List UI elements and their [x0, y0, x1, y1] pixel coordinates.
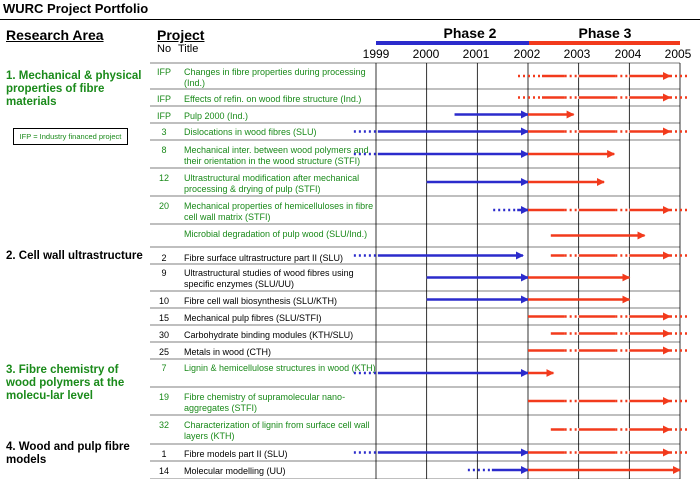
project-title: Effects of refin. on wood fibre structur… [184, 94, 362, 104]
phase-3-bar [529, 41, 680, 45]
project-title: Changes in fibre properties during proce… [184, 67, 366, 88]
ifp-note: IFP = Industry financed project [13, 128, 128, 145]
research-area-1: 1. Mechanical & physical properties of f… [6, 70, 142, 108]
project-title: Fibre surface ultrastructure part II (SL… [184, 253, 344, 263]
phase-2-label: Phase 2 [443, 25, 497, 41]
project-no: 9 [161, 268, 167, 278]
project-no: IFP [156, 67, 171, 77]
year-label: 1999 [362, 47, 390, 61]
project-title: Mechanical properties of hemicelluloses … [184, 201, 374, 222]
project-title: Carbohydrate binding modules (KTH/SLU) [184, 330, 354, 340]
project-no: 30 [158, 330, 169, 340]
project-no: 7 [161, 363, 167, 373]
project-no: 19 [158, 392, 169, 402]
grid-lines [150, 62, 681, 479]
project-no: 1 [161, 449, 167, 459]
project-title: Fibre cell wall biosynthesis (SLU/KTH) [184, 296, 338, 306]
no-header: No [157, 43, 172, 55]
year-label: 2001 [462, 47, 490, 61]
title-header: Title [178, 43, 199, 55]
project-no: IFP [156, 111, 171, 121]
project-title: Lignin & hemicellulose structures in woo… [184, 363, 376, 373]
project-no: 14 [158, 466, 169, 476]
year-label: 2003 [563, 47, 591, 61]
year-label: 2004 [614, 47, 642, 61]
research-area-4: 4. Wood and pulp fibre models [6, 441, 130, 466]
project-title: Microbial degradation of pulp wood (SLU/… [184, 229, 368, 239]
project-title: Ultrastructural studies of wood fibres u… [184, 268, 354, 289]
project-no: 15 [158, 313, 169, 323]
project-no: 32 [158, 420, 169, 430]
project-title: Ultrastructural modification after mecha… [184, 173, 360, 194]
project-no: 2 [161, 253, 167, 263]
project-no: 8 [161, 145, 167, 155]
year-label: 2000 [412, 47, 440, 61]
project-title: Fibre models part II (SLU) [184, 449, 288, 459]
project-no: 10 [158, 296, 169, 306]
project-title: Mechanical pulp fibres (SLU/STFI) [184, 313, 322, 323]
project-no: 3 [161, 127, 167, 137]
project-title: Metals in wood (CTH) [184, 347, 272, 357]
research-area-header: Research Area [6, 27, 104, 43]
project-no: 20 [158, 201, 169, 211]
phase-2-bar [376, 41, 529, 45]
research-area-2: 2. Cell wall ultrastructure [6, 250, 143, 262]
phase-3-label: Phase 3 [578, 25, 632, 41]
year-label: 2002 [513, 47, 541, 61]
project-no: IFP [156, 94, 171, 104]
project-no: 25 [158, 347, 169, 357]
year-label: 2005 [664, 47, 692, 61]
project-title: Fibre chemistry of supramolecular nano-a… [184, 392, 346, 413]
project-title: Characterization of lignin from surface … [184, 420, 370, 441]
project-title: Pulp 2000 (Ind.) [184, 111, 249, 121]
page-title: WURC Project Portfolio [3, 1, 149, 16]
research-area-3: 3. Fibre chemistry of wood polymers at t… [6, 364, 125, 402]
project-title: Dislocations in wood fibres (SLU) [184, 127, 317, 137]
project-bars [353, 72, 688, 474]
project-no: 12 [158, 173, 169, 183]
project-title: Molecular modelling (UU) [184, 466, 286, 476]
project-header: Project [157, 27, 205, 43]
project-title: Mechanical inter. between wood polymers … [184, 145, 369, 166]
title-rule [0, 19, 700, 20]
